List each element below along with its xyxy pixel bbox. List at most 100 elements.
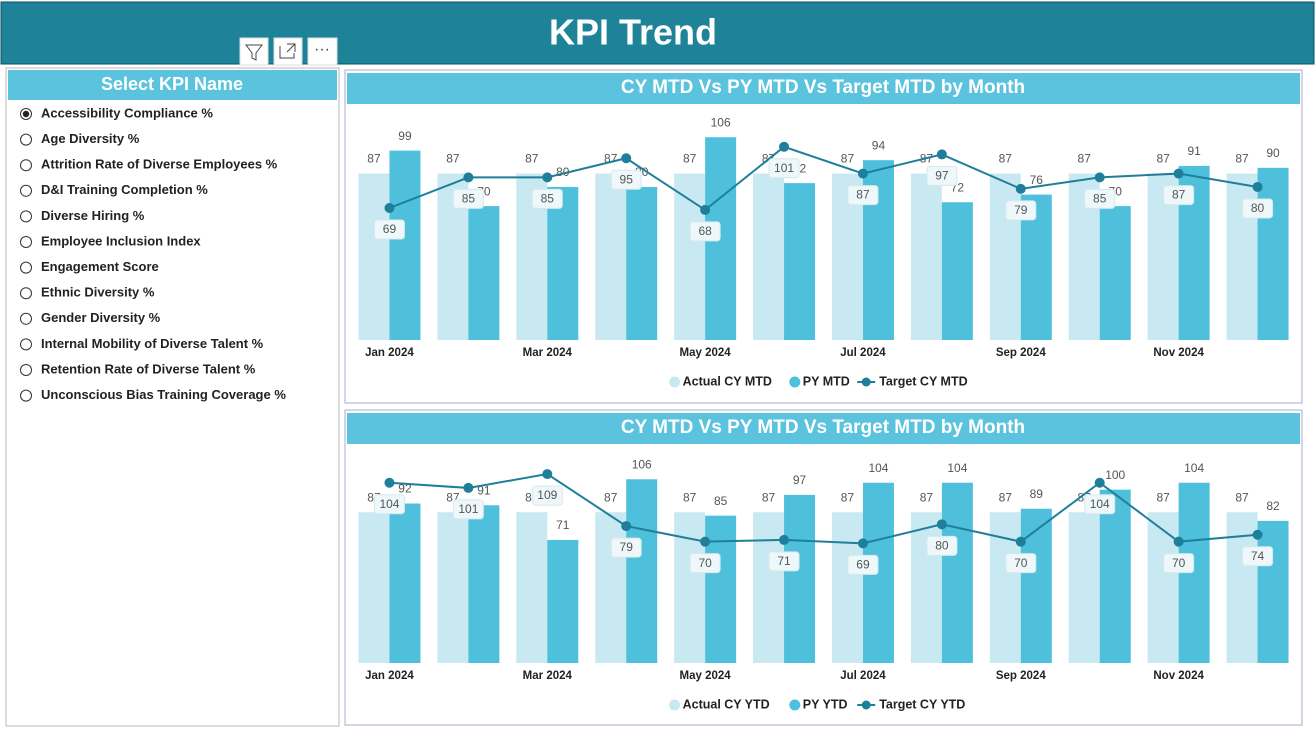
- bar: [989, 512, 1021, 663]
- data-label: 87: [446, 152, 460, 166]
- slicer-item[interactable]: Ethnic Diversity %: [41, 285, 155, 300]
- data-label: 87: [841, 490, 855, 504]
- legend-label[interactable]: Target CY MTD: [879, 374, 967, 388]
- data-label: 71: [556, 518, 570, 532]
- legend-label[interactable]: PY MTD: [803, 374, 850, 388]
- data-label: 104: [379, 497, 399, 511]
- line-point: [779, 534, 790, 545]
- data-label: 87: [762, 490, 776, 504]
- chart-panel: [344, 69, 1303, 404]
- slicer-item[interactable]: Diverse Hiring %: [41, 208, 145, 223]
- radio-button[interactable]: [20, 389, 32, 402]
- slicer-item[interactable]: D&I Training Completion %: [41, 182, 208, 197]
- slicer-item[interactable]: Gender Diversity %: [41, 310, 161, 325]
- data-label: 104: [1090, 497, 1110, 511]
- radio-button[interactable]: [20, 184, 32, 197]
- line-point: [1252, 181, 1263, 192]
- slicer-item[interactable]: Accessibility Compliance %: [41, 105, 213, 120]
- data-label: 87: [1156, 490, 1170, 504]
- legend-label[interactable]: Actual CY YTD: [683, 697, 770, 711]
- bar: [547, 186, 579, 340]
- radio-button[interactable]: [20, 287, 32, 300]
- legend-label[interactable]: Actual CY MTD: [683, 374, 772, 388]
- data-label: 80: [935, 539, 949, 553]
- line-point: [700, 204, 711, 215]
- data-label: 87: [683, 490, 697, 504]
- data-label: 80: [556, 165, 570, 179]
- line-point: [936, 149, 947, 160]
- line-point: [1173, 536, 1184, 547]
- data-label: 87: [1172, 188, 1186, 202]
- slicer-item[interactable]: Retention Rate of Diverse Talent %: [41, 361, 256, 376]
- bar: [784, 494, 816, 663]
- data-label: 87: [367, 152, 381, 166]
- slicer-item[interactable]: Engagement Score: [41, 259, 159, 274]
- line-point: [857, 168, 868, 179]
- data-label-box: [768, 158, 800, 179]
- x-tick-label: Mar 2024: [523, 347, 573, 359]
- data-label-box: [610, 169, 642, 190]
- radio-button[interactable]: [20, 159, 32, 172]
- bar: [1099, 489, 1131, 663]
- bar: [389, 503, 421, 663]
- bar: [1147, 512, 1179, 663]
- bar: [358, 173, 390, 340]
- data-label-box: [1242, 546, 1274, 567]
- legend-label[interactable]: PY YTD: [803, 697, 848, 711]
- line-point: [463, 172, 474, 183]
- filter-button[interactable]: [239, 37, 269, 66]
- line: [389, 473, 1258, 545]
- legend-label[interactable]: Target CY YTD: [879, 697, 965, 711]
- radio-button[interactable]: [20, 236, 32, 248]
- data-label: 70: [698, 556, 712, 570]
- bar: [674, 512, 706, 663]
- data-label: 87: [920, 490, 934, 504]
- slicer-item[interactable]: Attrition Rate of Diverse Employees %: [41, 157, 278, 172]
- data-label: 71: [777, 554, 791, 568]
- data-label-box: [847, 554, 879, 575]
- radio-button[interactable]: [20, 364, 32, 376]
- more-button[interactable]: [307, 37, 338, 66]
- bar: [705, 515, 737, 663]
- header-bar: [0, 1, 1315, 65]
- data-label: 89: [1030, 487, 1044, 501]
- data-label-box: [768, 551, 800, 572]
- x-tick-label: Jul 2024: [840, 347, 886, 359]
- slicer-item[interactable]: Age Diversity %: [41, 131, 140, 146]
- radio-button[interactable]: [20, 133, 32, 146]
- line-point: [1252, 529, 1263, 540]
- line: [389, 145, 1258, 212]
- legend-swatch: [789, 376, 801, 388]
- radio-button[interactable]: [20, 338, 32, 351]
- bar: [1099, 206, 1131, 340]
- radio-button[interactable]: [20, 312, 32, 325]
- bar: [626, 186, 658, 340]
- data-label: 82: [1266, 499, 1280, 513]
- bar: [784, 183, 816, 340]
- data-label-box: [689, 553, 721, 574]
- data-label-box: [926, 165, 958, 186]
- data-label: 106: [711, 115, 731, 129]
- data-label: 70: [1014, 556, 1028, 570]
- data-label: 87: [525, 152, 539, 166]
- radio-button[interactable]: [20, 210, 32, 223]
- data-label: 90: [1266, 146, 1280, 160]
- data-label-box: [531, 188, 563, 209]
- data-label: 68: [698, 224, 712, 238]
- page-title: KPI Trend: [549, 12, 717, 53]
- data-label: 80: [1251, 201, 1265, 215]
- bar: [468, 505, 500, 663]
- line-point: [542, 469, 553, 480]
- bar: [626, 479, 658, 663]
- radio-button[interactable]: [20, 261, 32, 274]
- x-tick-label: Sep 2024: [996, 670, 1046, 682]
- chart-title-bar: [347, 73, 1300, 104]
- slicer-item[interactable]: Employee Inclusion Index: [41, 233, 201, 248]
- line-point: [857, 538, 868, 549]
- legend-swatch: [861, 377, 871, 387]
- data-label: 91: [1187, 144, 1201, 158]
- slicer-item[interactable]: Internal Mobility of Diverse Talent %: [41, 336, 264, 351]
- data-label-box: [926, 535, 958, 556]
- slicer-item[interactable]: Unconscious Bias Training Coverage %: [41, 387, 286, 402]
- legend-swatch: [669, 376, 681, 388]
